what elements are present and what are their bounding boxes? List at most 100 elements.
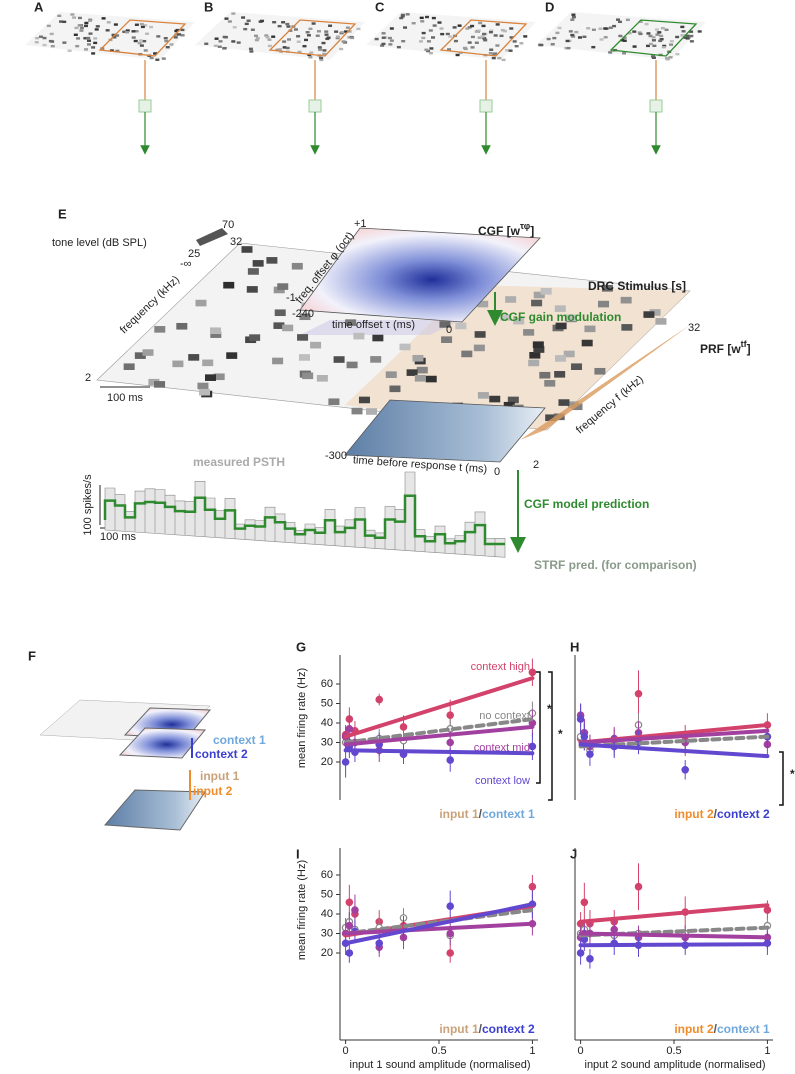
tone: [570, 18, 575, 21]
y-tick-label: 60: [321, 678, 333, 690]
subtitle-part: context 2: [717, 807, 770, 821]
tone: [243, 27, 248, 31]
text: 2: [533, 459, 539, 471]
tone: [529, 351, 541, 359]
subtitle-part: input 1: [439, 1022, 479, 1036]
tone: [343, 30, 348, 33]
x-tick-label: 1: [529, 1045, 535, 1057]
tone: [164, 39, 169, 43]
tone: [328, 398, 340, 406]
tone: [236, 41, 241, 44]
psth-prediction: [103, 494, 505, 546]
tone: [659, 37, 664, 41]
tone: [113, 23, 118, 26]
tone: [204, 374, 216, 381]
y-tick-label: 30: [321, 927, 333, 939]
tone: [685, 37, 690, 40]
tone: [340, 31, 345, 34]
chart-title: H: [570, 639, 579, 654]
tone: [508, 49, 513, 52]
tone: [418, 40, 423, 43]
subtitle: input 1/context 2: [439, 1022, 535, 1036]
bracket: [536, 671, 541, 784]
tone: [661, 45, 666, 49]
tone: [483, 39, 488, 42]
fit-line: [343, 724, 535, 747]
tone: [439, 27, 444, 30]
tone: [176, 33, 181, 36]
tone: [188, 354, 200, 361]
tone: [608, 26, 613, 29]
tone: [154, 326, 166, 333]
x-tick-label: 1: [764, 1045, 770, 1057]
tone: [319, 58, 324, 62]
subtitle-part: /: [714, 1022, 718, 1036]
tone: [275, 48, 280, 52]
fit-line: [343, 748, 535, 756]
tone: [247, 268, 259, 275]
tone: [571, 363, 583, 371]
tone: [302, 44, 307, 48]
tone: [489, 395, 501, 403]
tone: [544, 380, 556, 387]
tone: [697, 30, 702, 33]
y-axis-label: mean firing rate (Hz): [296, 668, 308, 768]
level-bar: [196, 228, 228, 246]
tone: [425, 375, 437, 383]
tone: [91, 46, 96, 49]
tone: [424, 48, 429, 51]
tone: [452, 26, 457, 29]
tone: [347, 36, 352, 39]
tone: [328, 24, 333, 27]
tone: [405, 13, 410, 16]
text: 100 spikes/s: [82, 474, 94, 536]
tone: [267, 44, 272, 48]
tone: [581, 339, 593, 347]
tone: [467, 41, 472, 44]
tone: [523, 329, 535, 336]
tone: [495, 44, 500, 47]
point: [580, 898, 589, 907]
tone: [685, 34, 690, 37]
tone: [272, 21, 277, 24]
tone: [297, 50, 302, 54]
tone: [568, 30, 573, 33]
tone: [482, 32, 487, 36]
tone: [565, 39, 570, 43]
fit-line: [343, 921, 535, 936]
tone: [287, 38, 292, 41]
panel-label: C: [375, 0, 385, 14]
subtitle-part: /: [479, 1022, 483, 1036]
tone: [501, 58, 506, 62]
tone: [34, 41, 39, 44]
fit-line: [578, 903, 770, 924]
tone: [305, 31, 310, 34]
text: -300: [325, 450, 347, 462]
tone: [139, 44, 144, 47]
tone: [156, 35, 161, 38]
text: ]: [747, 342, 751, 356]
tone: [148, 378, 160, 386]
tone: [318, 48, 323, 51]
tone: [431, 16, 436, 20]
tone: [577, 36, 582, 39]
tone: [335, 35, 340, 38]
tone: [138, 39, 143, 42]
tone: [350, 36, 355, 40]
tone: [213, 373, 225, 381]
tone: [282, 324, 294, 332]
tone: [399, 16, 404, 20]
point: [528, 668, 537, 677]
tone: [503, 401, 515, 409]
tone: [441, 336, 453, 343]
tone: [403, 26, 408, 29]
tone: [445, 32, 450, 36]
text: -240: [292, 308, 314, 320]
tone: [140, 25, 145, 29]
tone: [669, 40, 674, 43]
tone: [70, 13, 75, 16]
tone: [255, 37, 260, 40]
tone: [222, 47, 227, 50]
x-tick-label: 0.5: [666, 1045, 681, 1057]
